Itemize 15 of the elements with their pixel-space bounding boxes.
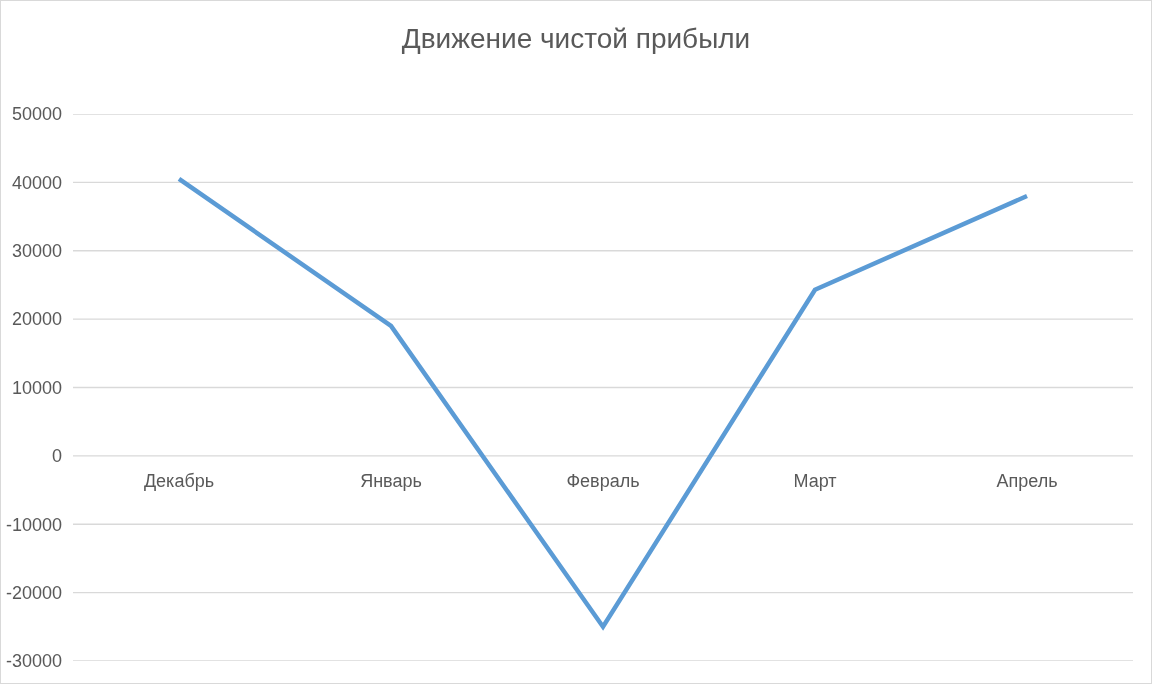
x-tick-label: Декабрь — [143, 470, 215, 491]
y-tick-label: 20000 — [11, 309, 62, 330]
x-tick-label: Февраль — [566, 470, 640, 491]
y-tick-label: -10000 — [5, 514, 62, 535]
chart-title: Движение чистой прибыли — [401, 23, 751, 55]
x-tick-label: Январь — [360, 470, 422, 491]
x-tick-label: Март — [793, 470, 837, 491]
y-tick-label: 50000 — [11, 104, 62, 125]
y-tick-label: 40000 — [11, 172, 62, 193]
y-tick-label: -30000 — [5, 651, 62, 672]
y-tick-label: 0 — [51, 446, 62, 467]
y-tick-label: 30000 — [11, 241, 62, 262]
y-tick-label: -20000 — [5, 582, 62, 603]
x-tick-label: Апрель — [996, 470, 1058, 491]
y-tick-label: 10000 — [11, 377, 62, 398]
